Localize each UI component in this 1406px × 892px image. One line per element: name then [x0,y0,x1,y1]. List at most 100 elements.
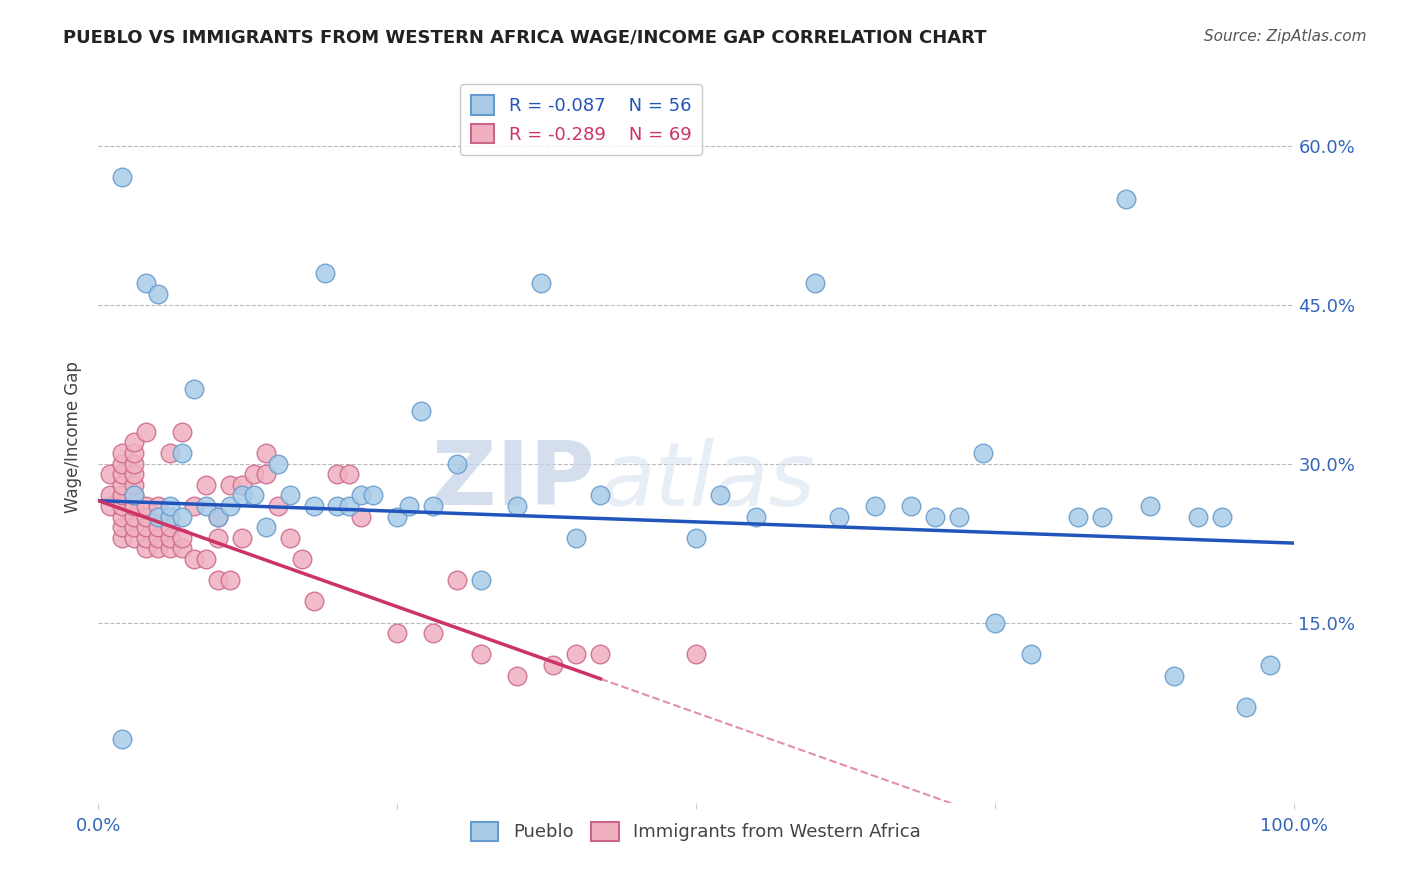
Point [111,520,134,534]
Point [111,457,134,471]
Point [111,509,134,524]
Point [124,520,146,534]
Point [148,509,170,524]
Point [135,531,157,545]
Point [254,520,277,534]
Point [207,531,229,545]
Point [135,541,157,556]
Point [231,488,253,502]
Point [350,488,373,502]
Point [278,531,301,545]
Point [1187,509,1209,524]
Point [422,499,444,513]
Point [302,499,325,513]
Point [135,425,157,439]
Point [159,499,181,513]
Point [267,457,290,471]
Point [124,488,146,502]
Point [804,277,827,291]
Point [135,499,157,513]
Point [243,488,266,502]
Point [506,499,529,513]
Point [411,403,433,417]
Point [124,446,146,460]
Point [124,467,146,482]
Point [278,488,301,502]
Point [1258,658,1281,673]
Point [339,467,361,482]
Legend: Pueblo, Immigrants from Western Africa: Pueblo, Immigrants from Western Africa [464,814,928,848]
Point [159,520,181,534]
Text: PUEBLO VS IMMIGRANTS FROM WESTERN AFRICA WAGE/INCOME GAP CORRELATION CHART: PUEBLO VS IMMIGRANTS FROM WESTERN AFRICA… [63,29,987,46]
Point [172,531,194,545]
Text: atlas: atlas [600,438,815,524]
Point [183,383,205,397]
Point [828,509,851,524]
Point [231,477,253,491]
Point [446,573,468,587]
Point [685,648,707,662]
Point [470,573,492,587]
Point [172,509,194,524]
Point [565,531,588,545]
Point [506,668,529,682]
Point [219,499,242,513]
Point [111,170,134,185]
Point [219,573,242,587]
Point [1139,499,1161,513]
Point [350,509,373,524]
Point [291,552,314,566]
Point [243,467,266,482]
Point [398,499,420,513]
Y-axis label: Wage/Income Gap: Wage/Income Gap [65,361,83,513]
Point [159,446,181,460]
Point [326,499,349,513]
Point [111,446,134,460]
Point [159,541,181,556]
Point [148,287,170,301]
Point [1091,509,1114,524]
Point [924,509,946,524]
Point [148,541,170,556]
Point [207,573,229,587]
Point [685,531,707,545]
Point [111,488,134,502]
Point [124,488,146,502]
Point [148,499,170,513]
Point [363,488,385,502]
Point [124,477,146,491]
Point [111,499,134,513]
Point [195,499,218,513]
Point [159,509,181,524]
Point [865,499,887,513]
Point [446,457,468,471]
Point [172,425,194,439]
Point [219,477,242,491]
Point [124,435,146,450]
Point [385,626,409,640]
Point [1211,509,1233,524]
Point [135,509,157,524]
Point [1019,648,1042,662]
Point [267,499,290,513]
Point [315,266,337,280]
Point [172,446,194,460]
Point [207,509,229,524]
Point [98,488,122,502]
Point [589,648,612,662]
Point [111,467,134,482]
Point [530,277,553,291]
Point [124,531,146,545]
Point [124,499,146,513]
Point [135,520,157,534]
Point [565,648,588,662]
Point [589,488,612,502]
Point [302,594,325,608]
Point [254,467,277,482]
Point [159,531,181,545]
Point [124,509,146,524]
Point [172,541,194,556]
Point [1163,668,1185,682]
Point [1234,700,1257,714]
Point [254,446,277,460]
